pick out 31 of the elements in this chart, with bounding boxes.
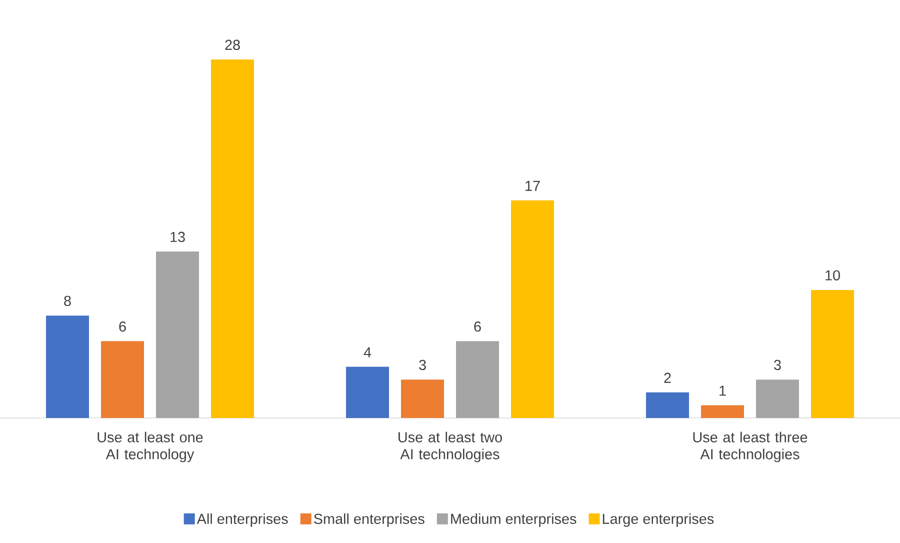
x-tick-label: Use at least one AI technology: [98, 432, 203, 462]
bar: [156, 252, 199, 418]
data-label: 8: [64, 296, 71, 306]
bar: [346, 366, 390, 418]
data-label: 17: [526, 180, 540, 191]
bar: [646, 392, 690, 418]
data-label: 13: [170, 232, 185, 242]
data-label: 6: [474, 321, 481, 332]
bar: [511, 200, 554, 418]
legend-label: Medium enterprises: [451, 513, 576, 527]
data-label: 28: [225, 40, 240, 50]
x-tick-label: Use at least three AI technologies: [693, 432, 808, 462]
bar: [756, 380, 800, 418]
data-label: 3: [419, 360, 426, 370]
x-tick-label: Use at least two AI technologies: [398, 432, 502, 462]
legend-label: Small enterprises: [314, 513, 424, 527]
data-label: 3: [774, 360, 781, 370]
data-label: 6: [119, 321, 126, 332]
data-label: 4: [364, 347, 372, 358]
bar: [101, 341, 144, 418]
legend-label: Large enterprises: [602, 513, 714, 527]
bar: [46, 316, 89, 418]
data-label: 1: [720, 386, 726, 396]
data-label: 10: [826, 270, 840, 280]
bar: [401, 380, 444, 418]
data-label: 2: [664, 372, 671, 383]
bar: [811, 290, 854, 418]
bar: [701, 405, 744, 418]
bar: [211, 60, 254, 418]
bar: [456, 341, 500, 418]
legend-label: All enterprises: [196, 513, 288, 527]
